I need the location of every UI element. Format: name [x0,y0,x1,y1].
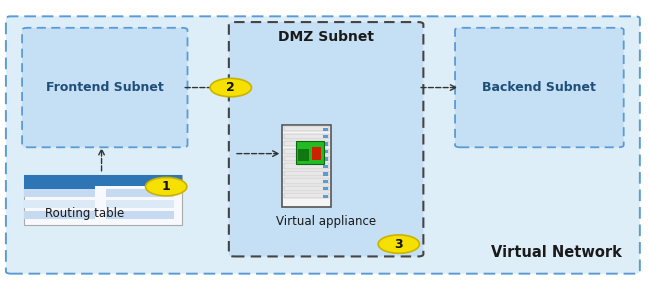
Bar [282,125,331,207]
Text: Virtual appliance: Virtual appliance [276,215,376,228]
Circle shape [210,78,251,97]
Bar [323,135,328,138]
Bar [284,193,329,198]
Circle shape [378,235,419,253]
Circle shape [145,177,187,196]
Text: 3: 3 [395,238,403,251]
Bar [323,150,328,153]
Bar [323,180,328,183]
Bar [24,200,95,208]
Bar [323,128,328,131]
Bar [323,187,328,191]
Bar [284,164,329,169]
FancyBboxPatch shape [455,28,624,147]
Bar [323,165,328,168]
Text: Backend Subnet: Backend Subnet [482,81,596,94]
Text: DMZ Subnet: DMZ Subnet [278,30,374,44]
FancyBboxPatch shape [22,28,188,147]
Bar [284,186,329,191]
Bar [24,175,182,186]
Bar [284,148,329,154]
Bar [323,142,328,146]
Bar [24,189,95,197]
FancyBboxPatch shape [297,141,324,164]
Bar [323,172,328,175]
Bar [284,178,329,184]
Text: Virtual Network: Virtual Network [491,245,622,260]
Bar [106,189,175,197]
Bar [24,175,182,225]
Bar [323,157,328,161]
Text: Routing table: Routing table [45,207,124,220]
Bar [284,126,329,131]
FancyBboxPatch shape [6,16,640,274]
Bar [284,156,329,161]
Bar [106,211,175,219]
Bar [299,149,309,161]
Bar [106,200,175,208]
Bar [284,171,329,176]
Bar [24,186,95,189]
Bar [284,134,329,139]
Bar [24,211,95,219]
Text: 1: 1 [162,180,171,193]
Text: Frontend Subnet: Frontend Subnet [46,81,164,94]
Bar [312,147,321,160]
Bar [284,141,329,146]
FancyBboxPatch shape [229,22,423,256]
Bar [323,195,328,198]
Text: 2: 2 [227,81,235,94]
